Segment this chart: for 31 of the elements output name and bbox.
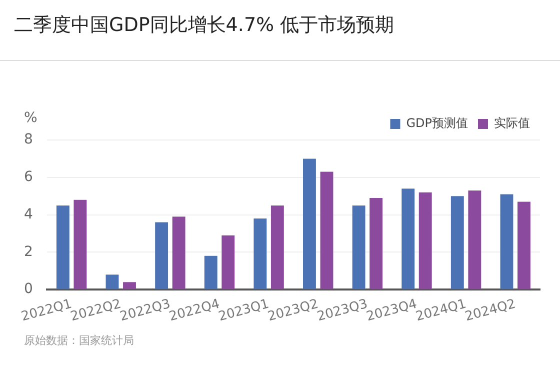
y-tick-label: 6 [24, 169, 33, 186]
bar [468, 190, 482, 290]
bar [352, 205, 366, 290]
bar [270, 205, 284, 290]
bar [418, 192, 432, 290]
legend-label: GDP预测值 [406, 116, 468, 130]
bar [303, 158, 316, 290]
y-tick-label: 4 [24, 206, 33, 222]
bar [222, 235, 235, 290]
y-axis-title: % [24, 110, 38, 126]
x-tick-label: 2024Q2 [464, 296, 518, 325]
bar [500, 194, 514, 290]
text: 原始数据：国家统计局 [24, 333, 134, 349]
bar [450, 196, 464, 290]
bar [320, 172, 334, 290]
y-tick-label: 2 [24, 244, 33, 260]
bar [172, 216, 186, 290]
bar [204, 256, 218, 290]
bar [123, 282, 136, 290]
chart-title: 二季度中国GDP同比增长4.7% 低于市场预期 [14, 13, 394, 38]
bar [106, 274, 119, 290]
bar [56, 205, 70, 290]
bar [155, 222, 168, 290]
bar [254, 218, 267, 290]
bar [370, 198, 383, 290]
bar [518, 202, 530, 290]
y-tick-label: 8 [24, 132, 33, 148]
bar [402, 188, 415, 290]
y-tick-label: 0 [24, 281, 33, 298]
bar [74, 200, 87, 290]
legend-label: 实际值 [494, 116, 530, 130]
